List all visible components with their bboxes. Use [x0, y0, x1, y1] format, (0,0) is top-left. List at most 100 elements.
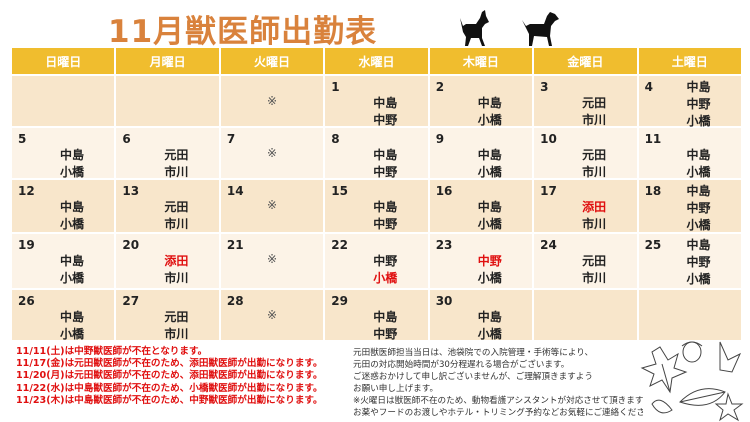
- staff-name: 中野: [373, 165, 398, 179]
- calendar-day-cell[interactable]: 3 元田 市川: [534, 76, 637, 129]
- calendar-day-cell[interactable]: 17 添田市川: [534, 180, 637, 232]
- day-number: 20: [122, 238, 140, 252]
- staff-name: 元田: [582, 254, 607, 268]
- staff-name: 小橋: [477, 217, 502, 231]
- calendar-day-cell[interactable]: 9 中島 小橋: [429, 128, 533, 179]
- page-title: 11月獣医師出勤表: [108, 14, 378, 50]
- calendar-day-cell[interactable]: 19 中島 小橋: [12, 234, 115, 288]
- staff-name: 中野: [686, 97, 711, 111]
- calendar-day-cell[interactable]: 21 ※: [220, 234, 324, 288]
- staff-name: 中島: [373, 310, 398, 324]
- staff-name: 中島: [59, 148, 84, 162]
- calendar-day-cell[interactable]: [12, 76, 115, 126]
- day-number: 8: [331, 132, 340, 146]
- calendar-day-cell[interactable]: [534, 290, 637, 340]
- weekday-header: 火曜日: [220, 48, 324, 74]
- day-number: 19: [18, 238, 35, 252]
- calendar-day-cell[interactable]: 14 ※: [220, 180, 324, 232]
- staff-name: 中島: [477, 310, 502, 324]
- calendar-day-cell[interactable]: 2 中島 小橋: [429, 76, 533, 127]
- staff-name: 中野: [686, 255, 711, 269]
- staff-name: 中島: [686, 238, 711, 252]
- no-vet-mark: ※: [267, 94, 278, 108]
- absence-notices: 11/11(土)は中野獣医師が不在となります。 11/17(金)は元田獣医師が不在…: [16, 346, 323, 407]
- staff-name: 中島: [59, 310, 84, 324]
- day-number: 22: [331, 238, 348, 252]
- staff-name: 中島: [373, 200, 398, 214]
- calendar-day-cell[interactable]: 13 元田 市川: [116, 180, 219, 232]
- calendar-day-cell[interactable]: 16 中島 小橋: [429, 180, 533, 232]
- staff-list: 中島 中野 小橋: [681, 79, 717, 130]
- calendar-day-cell[interactable]: 1 中島 中野: [325, 76, 428, 129]
- calendar-day-cell[interactable]: 29 中島 中野: [325, 290, 428, 343]
- staff-name: 小橋: [686, 218, 711, 232]
- calendar-day-cell[interactable]: 24 元田 市川: [534, 234, 637, 288]
- calendar-day-cell[interactable]: [638, 290, 741, 340]
- staff-name: 小橋: [59, 327, 84, 341]
- staff-name: 市川: [582, 271, 607, 285]
- day-number: 6: [122, 132, 131, 146]
- staff-list: 元田 市川: [576, 95, 612, 129]
- staff-name: 元田: [164, 200, 189, 214]
- notice-line: 11/23(木)は中島獣医師が不在のため、中野獣医師が出勤になります。: [16, 394, 323, 406]
- calendar-day-cell[interactable]: 8 中島 中野: [325, 128, 428, 179]
- howling-dog-icon: [460, 10, 489, 46]
- staff-name: 小橋: [686, 272, 711, 286]
- calendar-day-cell[interactable]: 7 ※: [220, 128, 324, 178]
- staff-name: 小橋: [686, 114, 711, 128]
- day-number: 11: [644, 132, 662, 146]
- calendar-day-cell[interactable]: 23 中野 小橋: [429, 234, 533, 288]
- calendar-day-cell[interactable]: 26 中島 小橋: [12, 290, 115, 341]
- staff-name: 小橋: [477, 165, 502, 179]
- calendar-day-cell[interactable]: 11 中島 小橋: [638, 128, 741, 181]
- info-line: ※火曜日は獣医師不在のため、動物看護アシスタントが対応させて頂きます。: [353, 396, 643, 406]
- staff-name: 市川: [582, 217, 607, 231]
- calendar-day-cell[interactable]: 25 中島 中野 小橋: [638, 234, 741, 288]
- calendar-day-cell[interactable]: [116, 76, 219, 126]
- staff-list: 元田 市川: [576, 253, 612, 287]
- day-number: 9: [435, 132, 445, 146]
- staff-name: 中野: [477, 254, 502, 268]
- staff-list: 元田 市川: [576, 147, 612, 181]
- staff-name: 市川: [164, 217, 189, 231]
- staff-name: 元田: [582, 148, 607, 162]
- day-number: 14: [226, 184, 244, 198]
- staff-name: 小橋: [686, 165, 711, 179]
- staff-name: 小橋: [477, 327, 502, 341]
- calendar-day-cell[interactable]: 20 添田 市川: [116, 234, 219, 288]
- calendar-day-cell[interactable]: 6 元田 市川: [116, 128, 219, 181]
- staff-list: 中島 中野: [367, 95, 403, 129]
- staff-list: 中島 小橋: [681, 147, 717, 181]
- staff-name: 添田: [582, 200, 607, 214]
- calendar-day-cell[interactable]: 12 中島 小橋: [12, 180, 115, 232]
- staff-name: 中野: [686, 201, 711, 215]
- calendar-day-cell[interactable]: 30 中島 小橋: [429, 290, 533, 343]
- calendar-day-cell[interactable]: 5 中島 小橋: [12, 128, 115, 181]
- day-number: 23: [435, 238, 453, 252]
- calendar-day-cell[interactable]: 10 元田 市川: [534, 128, 637, 181]
- day-number: 3: [540, 80, 549, 94]
- calendar-day-cell[interactable]: ※: [220, 76, 324, 126]
- staff-list: 中島 小橋: [472, 309, 508, 343]
- calendar-day-cell[interactable]: 18 中島 中野 小橋: [638, 180, 741, 232]
- staff-name: 市川: [164, 327, 189, 341]
- staff-name: 中島: [59, 254, 84, 268]
- calendar-day-cell[interactable]: 22 中野 小橋: [325, 234, 428, 288]
- staff-list: 元田 市川: [158, 147, 194, 181]
- day-number: 16: [435, 184, 453, 198]
- dog-icon: [522, 12, 559, 46]
- staff-name: 添田: [164, 254, 189, 268]
- calendar-day-cell[interactable]: 27 元田 市川: [116, 290, 219, 341]
- info-text: 元田獣医師担当当日は、池袋院での入院管理・手術等により、 元田の対応開始時間が30…: [353, 347, 643, 419]
- day-number: 17: [540, 184, 557, 198]
- notice-line: 11/11(土)は中野獣医師が不在となります。: [16, 346, 208, 357]
- calendar-day-cell[interactable]: 15 中島 中野: [325, 180, 428, 232]
- calendar-day-cell[interactable]: 28 ※: [220, 290, 324, 340]
- staff-name: 中野: [373, 254, 398, 268]
- weekday-header: 土曜日: [638, 48, 741, 74]
- staff-list: 中島 小橋: [54, 147, 90, 181]
- no-vet-mark: ※: [267, 308, 278, 322]
- calendar-day-cell[interactable]: 4 中島 中野 小橋: [638, 76, 741, 128]
- staff-list: 中島 中野: [367, 309, 403, 343]
- weekday-header: 水曜日: [325, 48, 428, 74]
